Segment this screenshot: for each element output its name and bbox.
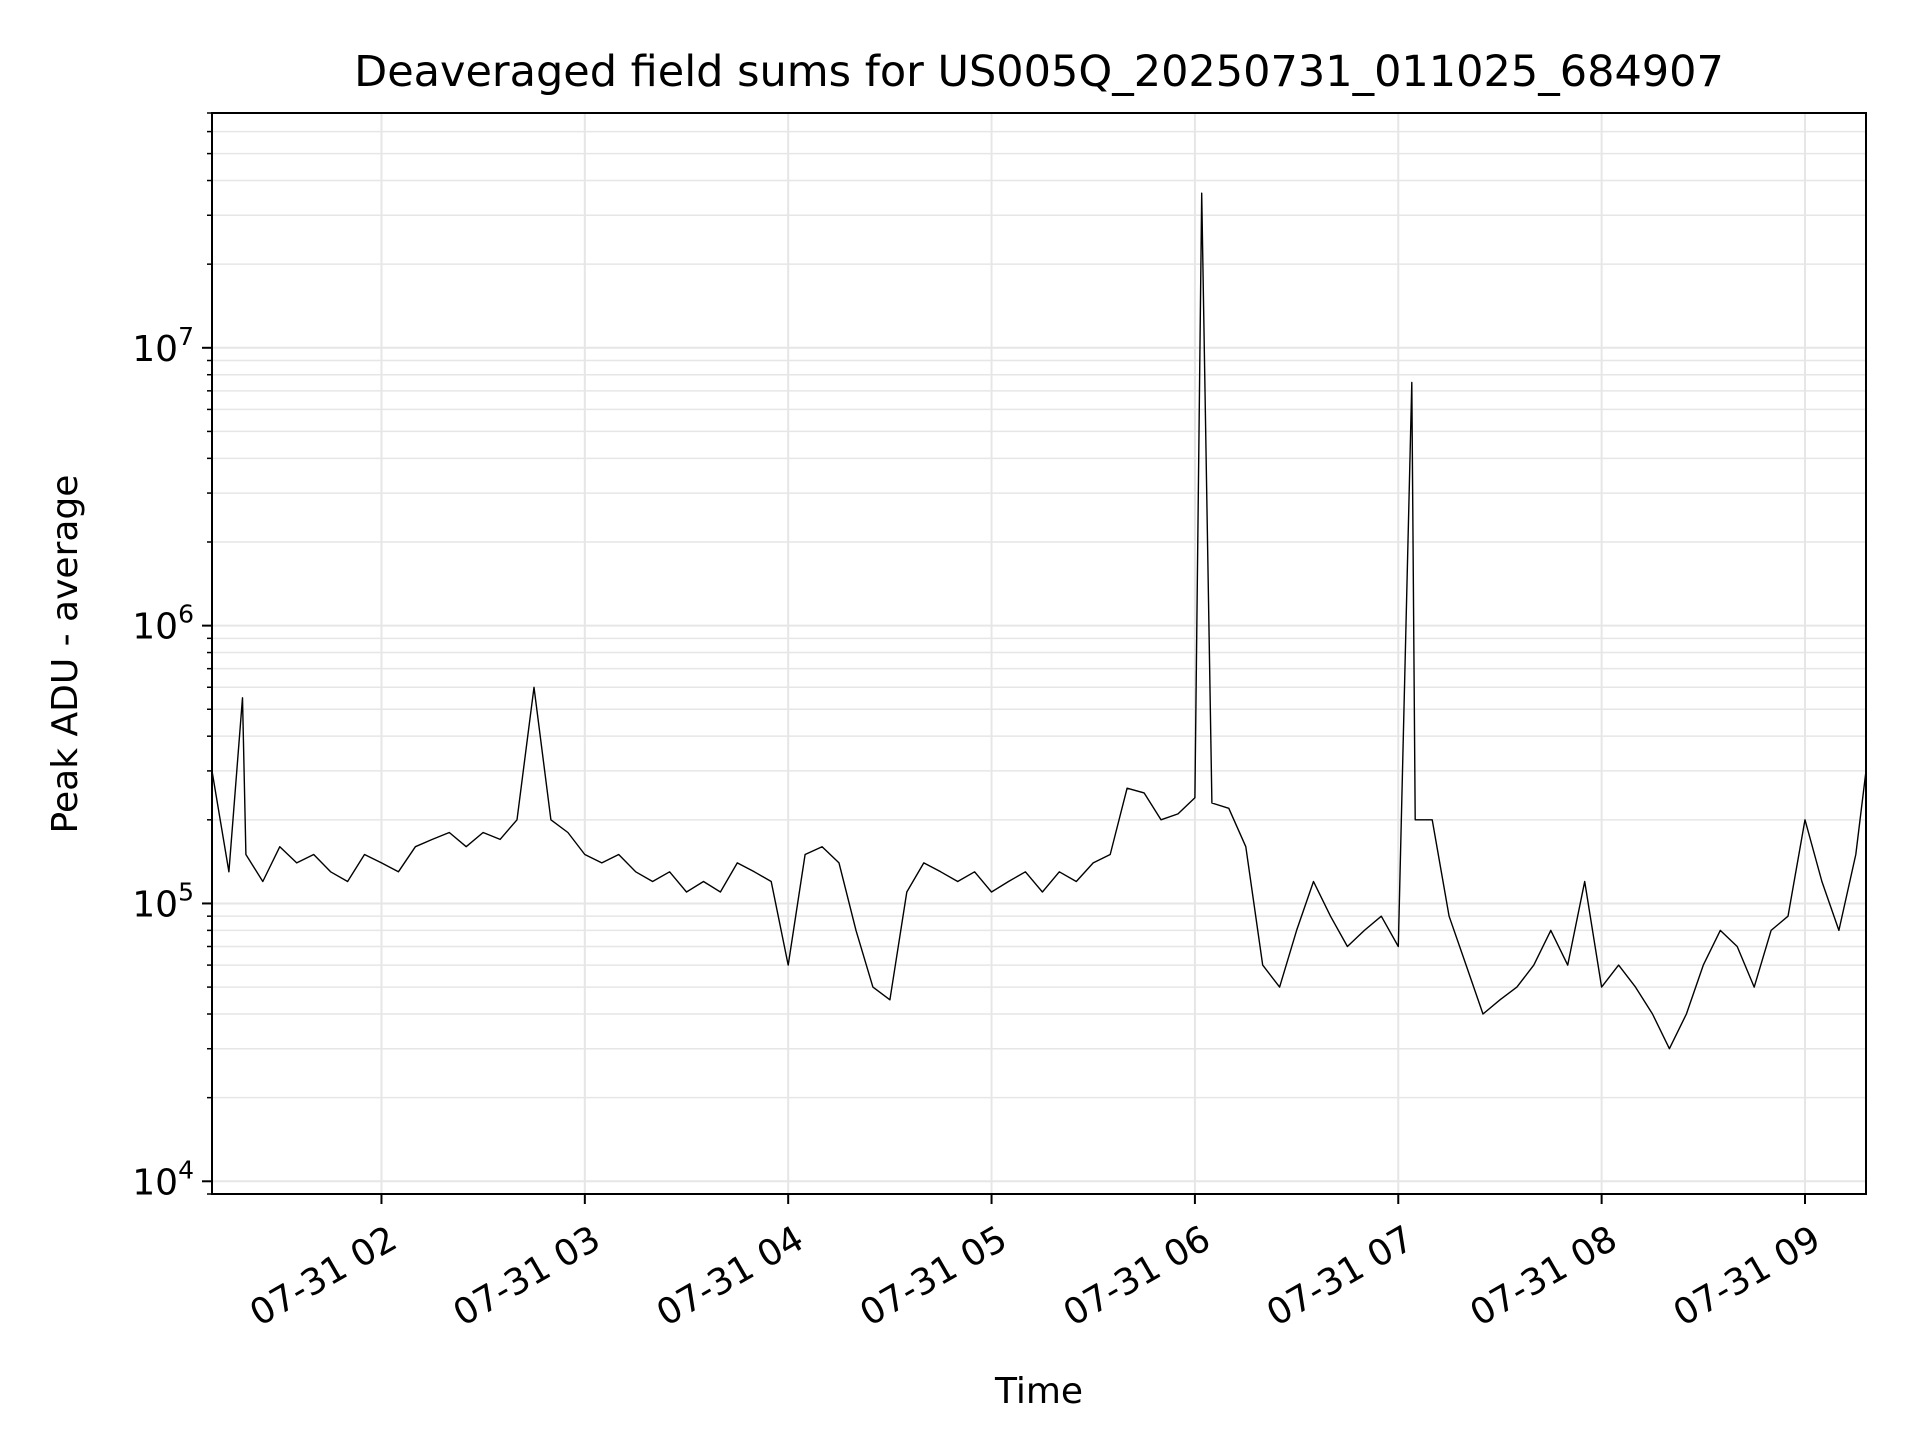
series-line — [211, 192, 1867, 1050]
y-tick-label: 105 — [132, 877, 194, 925]
grid — [212, 112, 1866, 1195]
series-layer — [211, 192, 1867, 1050]
y-axis-ticks: 104 105 106 107 — [132, 112, 212, 1203]
y-axis-label: Peak ADU - average — [45, 475, 86, 834]
y-tick-label: 106 — [132, 600, 194, 648]
x-axis-label: Time — [994, 1371, 1083, 1412]
chart-title: Deaveraged field sums for US005Q_2025073… — [354, 47, 1724, 97]
plot-frame — [211, 112, 1867, 1195]
y-tick-label: 104 — [132, 1155, 194, 1203]
y-tick-label: 107 — [132, 322, 194, 370]
